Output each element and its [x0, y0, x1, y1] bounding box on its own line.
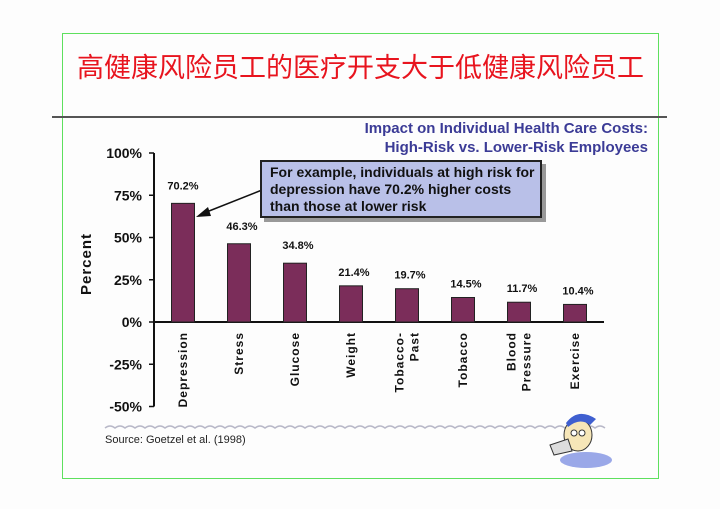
x-tick-label: Stress: [232, 332, 246, 375]
x-tick-label: Exercise: [568, 332, 582, 389]
slide-frame: [62, 33, 659, 479]
x-tick-label: Tobacco-: [393, 332, 407, 392]
bar: [507, 301, 531, 323]
x-tick-label: Pressure: [520, 332, 534, 391]
chart-title-line-1: Impact on Individual Health Care Costs:: [364, 120, 648, 137]
y-tick-label: -25%: [109, 356, 142, 372]
data-label: 21.4%: [338, 267, 369, 279]
y-tick-label: 25%: [114, 272, 143, 288]
y-tick-label: -50%: [109, 399, 142, 415]
data-label: 11.7%: [507, 283, 538, 295]
x-tick-label: Depression: [176, 332, 190, 407]
x-tick-label: Weight: [344, 332, 358, 378]
doctor-mascot-icon: [549, 413, 612, 468]
data-label: 34.8%: [282, 240, 313, 252]
bar: [171, 202, 195, 323]
y-tick-label: 75%: [114, 187, 143, 203]
bar: [451, 296, 475, 323]
data-label: 10.4%: [562, 285, 593, 297]
x-tick-label: Past: [408, 332, 422, 361]
chart-title-line-2: High-Risk vs. Lower-Risk Employees: [384, 139, 648, 156]
slide-title: 高健康风险员工的医疗开支大于低健康风险员工: [77, 53, 644, 84]
data-label: 70.2%: [167, 180, 198, 192]
data-label: 19.7%: [394, 270, 425, 282]
bar: [395, 288, 419, 323]
x-tick-label: Blood: [505, 332, 519, 371]
data-label: 46.3%: [226, 221, 257, 233]
bar: [283, 262, 307, 323]
callout-arrow: [203, 189, 263, 214]
bar: [563, 303, 587, 323]
chart-title: Impact on Individual Health Care Costs: …: [365, 119, 648, 157]
y-tick-label: 0%: [122, 314, 143, 330]
data-label: 14.5%: [450, 278, 481, 290]
callout-box: For example, individuals at high risk fo…: [260, 160, 542, 218]
title-divider: [52, 116, 667, 118]
arrow-head: [196, 207, 211, 217]
wavy-divider: [104, 425, 606, 429]
bar: [339, 285, 363, 323]
source-note: Source: Goetzel et al. (1998): [105, 434, 246, 446]
y-tick-label: 100%: [106, 145, 142, 161]
y-axis-label: Percent: [78, 233, 95, 295]
y-tick-label: 50%: [114, 230, 143, 246]
x-tick-label: Glucose: [288, 332, 302, 386]
bar: [227, 243, 251, 323]
x-tick-label: Tobacco: [456, 332, 470, 387]
